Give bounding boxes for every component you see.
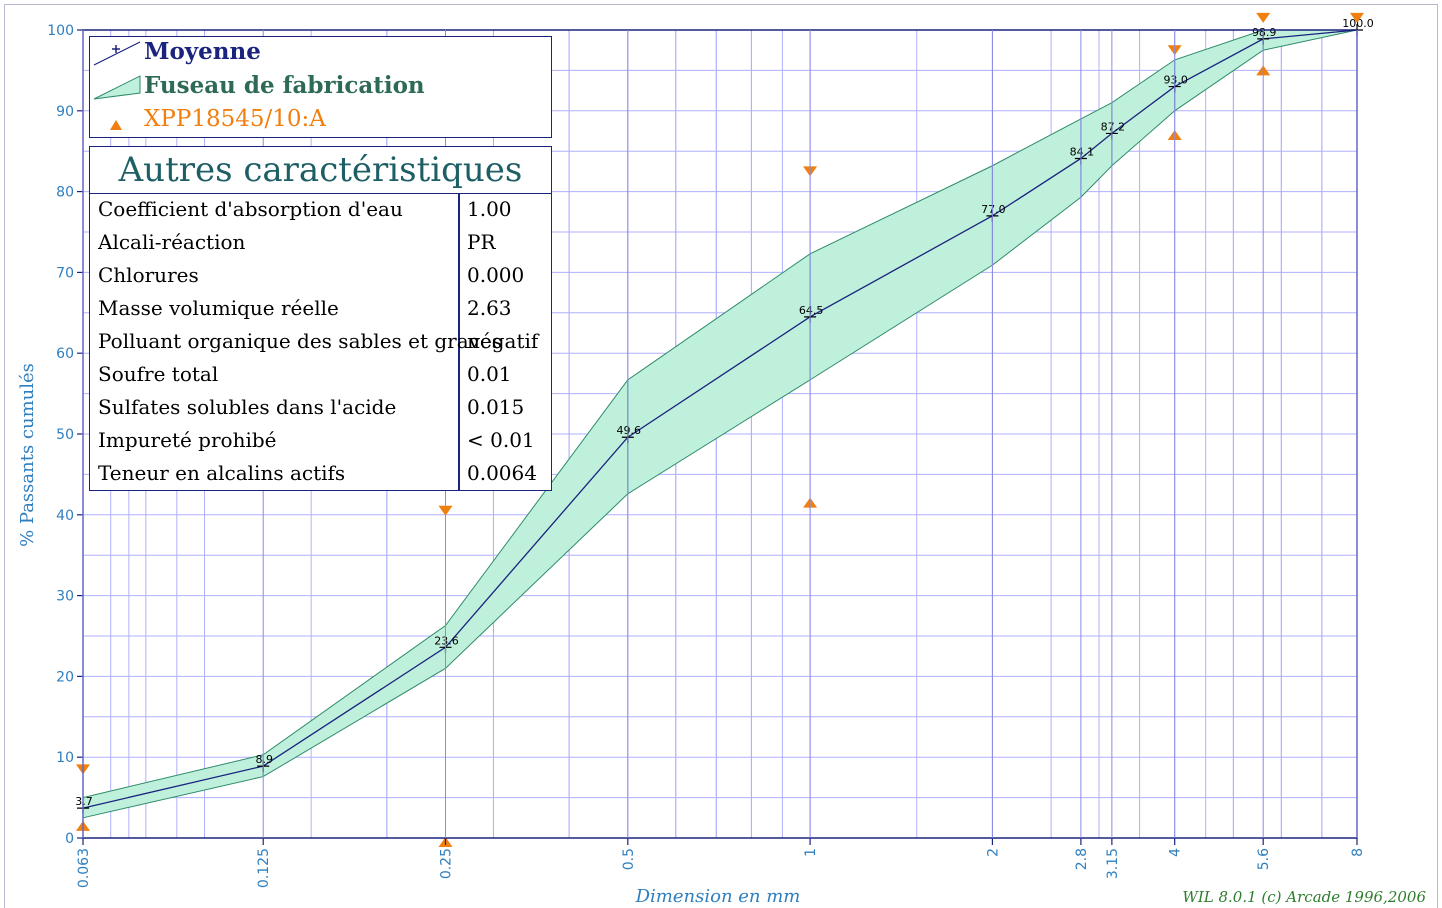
x-tick-label: 5.6: [1256, 848, 1272, 870]
row-label: Coefficient d'absorption d'eau: [98, 197, 403, 221]
x-tick-label: 1: [803, 848, 819, 857]
row-value: négatif: [467, 329, 539, 353]
row-label: Impureté prohibé: [98, 428, 277, 452]
row-value: 0.01: [467, 362, 512, 386]
fuseau-area: [82, 29, 1358, 819]
legend: Moyenne Fuseau de fabrication XPP18545/1…: [89, 36, 552, 138]
data-label: 98.9: [1252, 26, 1277, 39]
xpp-upper-marker: [1256, 12, 1271, 23]
data-label: 93.0: [1163, 74, 1188, 87]
y-tick-label: 50: [56, 427, 74, 443]
legend-label-fuseau: Fuseau de fabrication: [144, 72, 425, 99]
table-row: Impureté prohibé < 0.01: [90, 425, 551, 458]
row-value: 2.63: [467, 296, 512, 320]
table-row: Chlorures 0.000: [90, 260, 551, 293]
data-label: 87.2: [1101, 120, 1126, 133]
y-tick-label: 60: [56, 346, 74, 362]
x-tick-label: 8: [1350, 848, 1366, 857]
x-tick-label: 3.15: [1105, 848, 1121, 879]
table-row: Polluant organique des sables et graves …: [90, 326, 551, 359]
table-title: Autres caractéristiques: [90, 147, 551, 194]
row-label: Soufre total: [98, 362, 219, 386]
y-tick-label: 90: [56, 104, 74, 120]
y-tick-label: 10: [56, 750, 74, 766]
data-label: 49.6: [617, 424, 642, 437]
x-tick-label: 0.125: [256, 848, 272, 888]
row-value: 0.000: [467, 263, 525, 287]
row-value: 0.015: [467, 395, 525, 419]
legend-moyenne-line: [93, 41, 141, 66]
y-tick-label: 80: [56, 185, 74, 201]
row-label: Teneur en alcalins actifs: [98, 461, 346, 485]
table-row: Alcali-réaction PR: [90, 227, 551, 260]
y-tick-label: 0: [65, 831, 74, 847]
credit-text: WIL 8.0.1 (c) Arcade 1996,2006: [1182, 888, 1426, 906]
chart-frame: [4, 4, 1438, 908]
data-label: 100.0: [1342, 17, 1374, 30]
table-row: Teneur en alcalins actifs 0.0064: [90, 458, 551, 491]
x-tick-label: 2: [985, 848, 1001, 857]
data-label: 84.1: [1070, 145, 1095, 158]
x-tick-label: 0.5: [621, 848, 637, 870]
table-row: Sulfates solubles dans l'acide 0.015: [90, 392, 551, 425]
data-label: 3.7: [75, 795, 93, 808]
row-value: 0.0064: [467, 461, 537, 485]
characteristics-table: Autres caractéristiques Coefficient d'ab…: [89, 146, 552, 491]
legend-moyenne-marker: [112, 45, 120, 53]
row-label: Polluant organique des sables et graves: [98, 329, 503, 353]
data-label: 23.6: [434, 634, 459, 647]
data-label: 8.9: [255, 753, 273, 766]
row-label: Chlorures: [98, 263, 199, 287]
x-tick-label: 0.063: [76, 848, 92, 888]
x-tick-label: 4: [1168, 848, 1184, 857]
data-label: 77.0: [981, 203, 1006, 216]
row-value: PR: [467, 230, 496, 254]
legend-fuseau-swatch: [93, 75, 141, 100]
row-label: Sulfates solubles dans l'acide: [98, 395, 397, 419]
y-tick-label: 70: [56, 265, 74, 281]
legend-label-moyenne: Moyenne: [144, 38, 261, 65]
axes: 0 10 20 30 40 50 60 70 80 90 100 0.063 0.125 0.25 0.5 1…: [47, 23, 1366, 888]
y-tick-label: 40: [56, 508, 74, 524]
y-tick-label: 100: [47, 23, 74, 39]
row-label: Alcali-réaction: [98, 230, 246, 254]
legend-xpp-triangle-icon: [110, 120, 122, 130]
row-label: Masse volumique réelle: [98, 296, 339, 320]
x-tick-label: 2.8: [1074, 848, 1090, 870]
table-row: Soufre total 0.01: [90, 359, 551, 392]
table-column-divider: [458, 194, 460, 490]
data-label: 64.5: [799, 304, 824, 317]
row-value: 1.00: [467, 197, 512, 221]
row-value: < 0.01: [467, 428, 535, 452]
table-row: Masse volumique réelle 2.63: [90, 293, 551, 326]
table-row: Coefficient d'absorption d'eau 1.00: [90, 194, 551, 227]
xpp-upper-marker: [1350, 12, 1364, 23]
x-axis-title: Dimension en mm: [635, 886, 801, 907]
x-tick-label: 0.25: [439, 848, 455, 879]
legend-label-xpp: XPP18545/10:A: [144, 106, 326, 132]
y-axis-title: % Passants cumulés: [17, 363, 38, 547]
y-tick-label: 30: [56, 589, 74, 605]
y-tick-label: 20: [56, 669, 74, 685]
